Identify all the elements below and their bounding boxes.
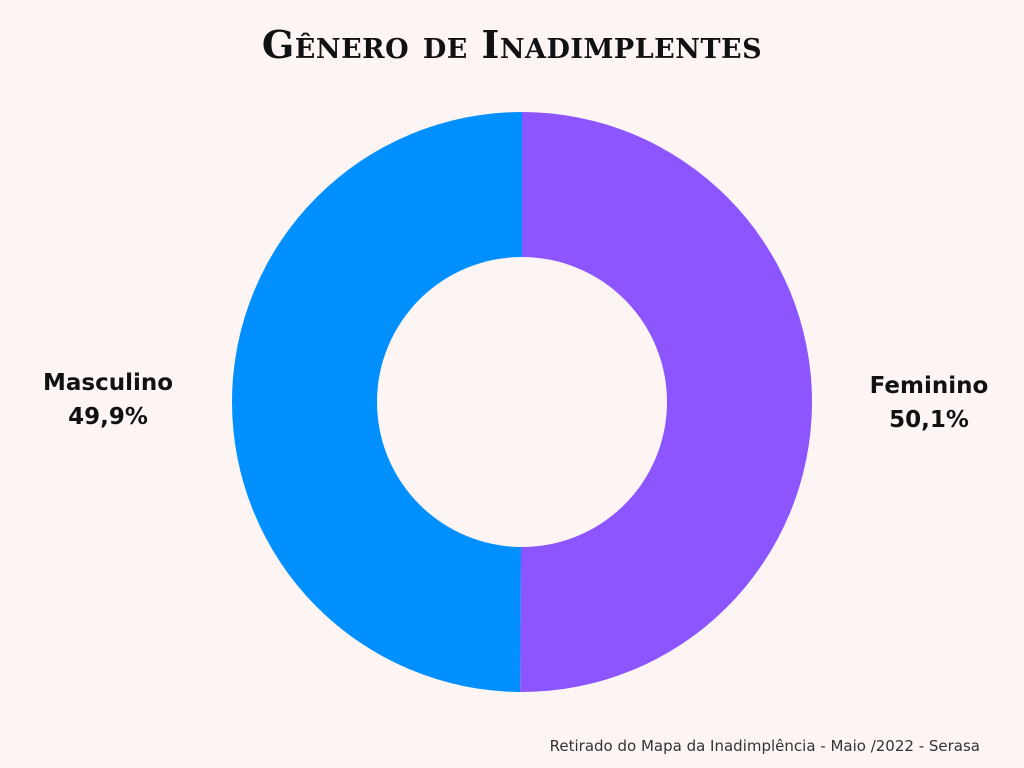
slice-masculino [232,112,522,692]
chart-title: Gênero de Inadimplentes [261,22,763,67]
slice-feminino [520,112,813,692]
label-masculino-value: 49,9% [68,404,148,430]
label-feminino-name: Feminino [869,373,989,399]
label-masculino: Masculino 49,9% [0,366,218,434]
label-masculino-name: Masculino [42,370,174,396]
label-feminino-value: 50,1% [889,407,969,433]
source-note: Retirado do Mapa da Inadimplência - Maio… [549,737,980,755]
label-feminino: Feminino 50,1% [819,369,1024,437]
